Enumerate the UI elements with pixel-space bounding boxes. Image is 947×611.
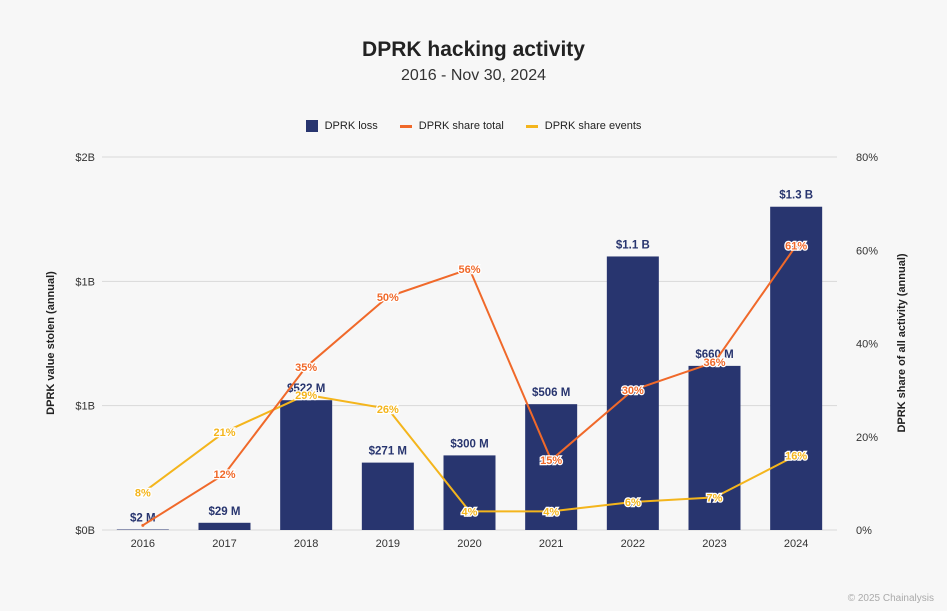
x-tick-label: 2018 <box>294 538 318 550</box>
share-total-data-label: 12% <box>213 469 235 481</box>
bar-data-label: $506 M <box>532 387 570 399</box>
share-events-point <box>141 491 145 495</box>
share-total-point <box>386 295 390 299</box>
bar <box>443 455 496 530</box>
legend-label-dprk-loss: DPRK loss <box>324 120 378 132</box>
y-axis-title: DPRK value stolen (annual) <box>45 271 57 415</box>
bar <box>688 365 741 530</box>
bar-data-label: $300 M <box>450 438 488 450</box>
y2-tick-label: 20% <box>856 432 878 444</box>
share-total-data-label: 61% <box>785 241 807 253</box>
share-events-data-label: 16% <box>785 450 807 462</box>
share-events-point <box>468 509 471 513</box>
share-total-data-label: 50% <box>377 292 399 304</box>
chart-legend: DPRK loss DPRK share total DPRK share ev… <box>0 120 947 132</box>
share-total-data-label: 36% <box>703 357 725 369</box>
share-total-point <box>794 244 798 248</box>
x-tick-label: 2023 <box>702 538 726 550</box>
x-tick-label: 2022 <box>621 538 645 550</box>
share-total-point <box>713 360 716 364</box>
share-events-point <box>304 393 308 397</box>
bar <box>198 522 251 530</box>
y2-axis-title: DPRK share of all activity (annual) <box>896 253 908 432</box>
bar <box>606 256 659 530</box>
bar <box>770 206 823 530</box>
x-tick-label: 2016 <box>131 538 155 550</box>
share-events-data-label: 29% <box>295 390 317 402</box>
legend-swatch-share-total <box>399 124 412 128</box>
share-events-data-label: 26% <box>377 404 399 416</box>
share-total-point <box>141 523 145 527</box>
share-total-data-label: 30% <box>622 385 644 397</box>
legend-swatch-share-events <box>525 124 538 128</box>
bar-data-label: $2 M <box>130 513 156 525</box>
legend-item-dprk-loss: DPRK loss <box>305 120 378 132</box>
y-tick-label: $1B <box>75 276 95 288</box>
y2-tick-label: 0% <box>856 525 872 537</box>
chart-subtitle: 2016 - Nov 30, 2024 <box>401 67 546 84</box>
share-events-point <box>631 500 635 504</box>
share-events-point <box>794 453 798 457</box>
y-tick-label: $0B <box>75 525 95 537</box>
share-events-point <box>713 495 716 499</box>
bar-data-label: $522 M <box>287 383 325 395</box>
share-events-point <box>223 430 226 434</box>
x-tick-label: 2020 <box>457 538 481 550</box>
share-total-data-label: 56% <box>458 264 480 276</box>
share-events-data-label: 4% <box>462 506 478 518</box>
bar-data-label: $271 M <box>369 446 407 458</box>
share-total-point <box>549 458 553 462</box>
share-total-point <box>304 365 308 369</box>
y-tick-label: $2B <box>75 152 95 164</box>
y2-tick-label: 40% <box>856 339 878 351</box>
bar <box>280 400 333 530</box>
copyright-footer: © 2025 Chainalysis <box>847 593 934 604</box>
bar-data-label: $29 M <box>209 506 241 518</box>
y2-tick-label: 80% <box>856 152 878 164</box>
bar <box>361 462 414 530</box>
share-events-point <box>386 407 390 411</box>
x-tick-label: 2019 <box>376 538 400 550</box>
legend-swatch-dprk-loss <box>305 120 318 132</box>
legend-label-share-total: DPRK share total <box>418 120 504 132</box>
bar-data-label: $660 M <box>695 349 733 361</box>
share-events-data-label: 4% <box>543 506 559 518</box>
share-events-point <box>549 509 553 513</box>
legend-item-share-total: DPRK share total <box>399 120 504 132</box>
share-events-data-label: 8% <box>135 488 151 500</box>
share-events-data-label: 7% <box>707 492 723 504</box>
x-tick-label: 2017 <box>212 538 236 550</box>
share-events-data-label: 21% <box>213 427 235 439</box>
legend-item-share-events: DPRK share events <box>525 120 642 132</box>
x-tick-label: 2021 <box>539 538 563 550</box>
share-total-point <box>631 388 635 392</box>
bar-data-label: $1.1 B <box>616 239 650 251</box>
share-total-point <box>468 267 471 271</box>
share-total-data-label: 15% <box>540 455 562 467</box>
bar-data-label: $1.3 B <box>779 190 813 202</box>
legend-label-share-events: DPRK share events <box>544 120 642 132</box>
y2-tick-label: 60% <box>856 245 878 257</box>
share-total-data-label: 35% <box>295 362 317 374</box>
y-tick-label: $1B <box>75 401 95 413</box>
share-events-data-label: 6% <box>625 497 641 509</box>
chart-title: DPRK hacking activity <box>362 38 585 61</box>
share-total-point <box>223 472 226 476</box>
x-tick-label: 2024 <box>784 538 808 550</box>
